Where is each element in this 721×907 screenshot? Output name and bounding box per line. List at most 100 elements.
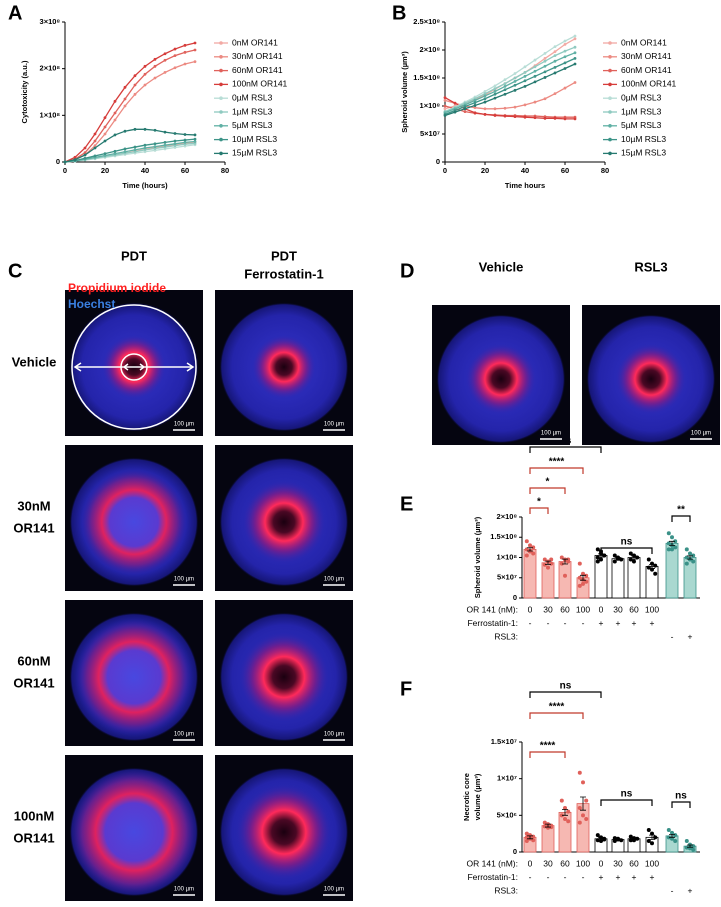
series-point <box>103 152 107 156</box>
data-point <box>577 806 582 810</box>
series-point <box>153 145 157 149</box>
data-point <box>566 819 571 824</box>
row-cell: 100 <box>576 604 590 614</box>
row-cell: 0 <box>599 858 604 868</box>
row-cell: 100 <box>645 858 659 868</box>
data-point <box>632 553 636 558</box>
significance-label: * <box>537 497 541 508</box>
row-cell: - <box>582 618 585 628</box>
series-point <box>573 45 577 49</box>
legend-marker <box>608 124 612 128</box>
series-point <box>543 59 547 63</box>
series-point <box>543 97 547 101</box>
series-point <box>133 148 137 152</box>
y-axis-label: Cytotoxicity (a.u.) <box>20 60 29 123</box>
column-header: Ferrostatin-1 <box>244 266 323 281</box>
data-point <box>559 561 564 566</box>
pi-stain <box>251 334 317 400</box>
series-point <box>533 116 537 120</box>
series-line <box>444 35 576 113</box>
series-point <box>563 55 567 59</box>
series-point <box>533 80 537 84</box>
data-point <box>524 539 529 544</box>
row-cell: + <box>650 618 655 628</box>
series-point <box>493 84 497 88</box>
series-line <box>64 140 196 163</box>
y-tick-label: 5×10⁶ <box>497 810 517 819</box>
data-point <box>684 839 689 843</box>
significance-label: **** <box>549 457 565 468</box>
series-point <box>103 116 107 120</box>
series-point <box>143 127 147 131</box>
data-point <box>566 557 571 562</box>
scale-bar-label: 100 µm <box>174 887 194 893</box>
series-point <box>103 132 107 136</box>
significance-label: ns <box>621 537 633 548</box>
series-point <box>483 90 487 93</box>
data-point <box>577 770 582 775</box>
series-point <box>463 110 467 113</box>
data-point <box>653 571 658 576</box>
legend-marker <box>219 82 223 87</box>
data-point <box>584 798 589 803</box>
data-point <box>531 838 536 843</box>
row-cell: 0 <box>528 858 533 868</box>
data-point <box>670 547 674 552</box>
series-point <box>193 41 197 45</box>
series-point <box>143 143 147 147</box>
series-point <box>163 130 167 134</box>
series-point <box>503 114 507 118</box>
y-axis-label: Spheroid volume (µm³) <box>473 516 482 598</box>
series-point <box>73 155 77 159</box>
y-tick-label: 2×10⁸ <box>40 64 61 73</box>
series-point <box>193 60 197 64</box>
series-point <box>153 142 157 146</box>
x-tick-label: 80 <box>601 166 609 175</box>
series-point <box>463 107 467 111</box>
series-line <box>444 46 576 113</box>
panel-label: A <box>8 2 22 24</box>
series-point <box>513 115 517 119</box>
panel-label: D <box>400 260 414 282</box>
series-line <box>64 42 196 163</box>
data-point <box>602 553 607 558</box>
series-point <box>173 47 177 51</box>
series-point <box>483 92 487 96</box>
series-point <box>513 105 517 109</box>
panel-label: F <box>400 678 412 700</box>
significance-label: ns <box>621 789 633 800</box>
data-point <box>612 559 617 564</box>
series-point <box>83 153 87 157</box>
data-point <box>646 557 651 562</box>
series-point <box>473 111 477 115</box>
data-point <box>584 573 589 578</box>
series-point <box>543 64 547 68</box>
pi-stain <box>241 479 327 565</box>
series-point <box>173 54 177 57</box>
series-point <box>483 107 487 111</box>
series-point <box>193 140 197 143</box>
series-point <box>503 82 507 85</box>
data-point <box>524 835 529 840</box>
series-point <box>533 65 537 69</box>
significance-label: **** <box>540 741 556 752</box>
data-point <box>691 553 696 558</box>
outline-circle <box>71 304 197 430</box>
series-point <box>563 67 567 70</box>
legend-label: 100nM OR141 <box>232 79 288 89</box>
legend-label: 0nM OR141 <box>232 37 278 47</box>
diameter-arrow <box>73 362 195 372</box>
data-point <box>524 839 529 843</box>
x-tick-label: 40 <box>141 166 149 175</box>
legend-label: 60nM OR141 <box>232 65 283 75</box>
series-point <box>173 142 177 146</box>
series-point <box>523 79 527 83</box>
x-tick-label: 60 <box>181 166 189 175</box>
series-point <box>443 104 447 108</box>
data-point <box>584 579 589 584</box>
panel-label: E <box>400 493 413 515</box>
row-cell: + <box>632 618 637 628</box>
significance-bracket <box>671 801 691 808</box>
x-axis-label: Time hours <box>505 181 545 190</box>
data-point <box>581 780 585 785</box>
